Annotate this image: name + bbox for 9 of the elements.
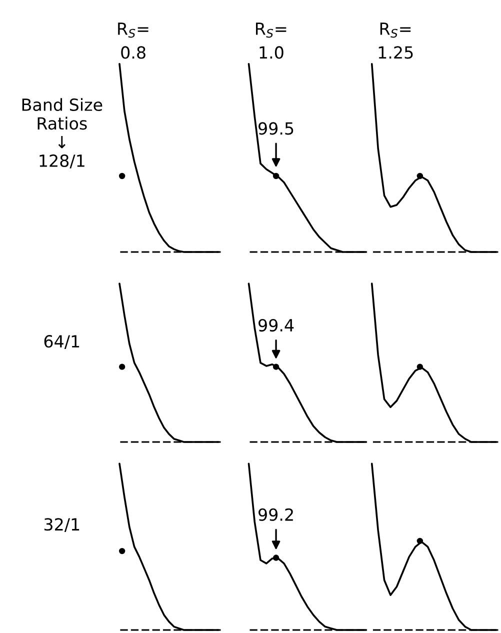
chart-title: R$_{S}$= 0.8 — [118, 22, 148, 59]
chart-title: R$_{S}$= 1.25 — [378, 22, 413, 59]
annotation: 99.4 — [258, 318, 294, 332]
y-axis-title: 64/1 — [44, 335, 80, 349]
y-axis-title: 32/1 — [44, 518, 80, 532]
y-axis-title: Band Size Ratios ↓ 128/1 — [22, 98, 102, 168]
annotation: 99.2 — [258, 508, 293, 521]
chart-title: R$_{S}$= 1.0 — [256, 22, 286, 59]
annotation: 99.5 — [258, 122, 294, 135]
